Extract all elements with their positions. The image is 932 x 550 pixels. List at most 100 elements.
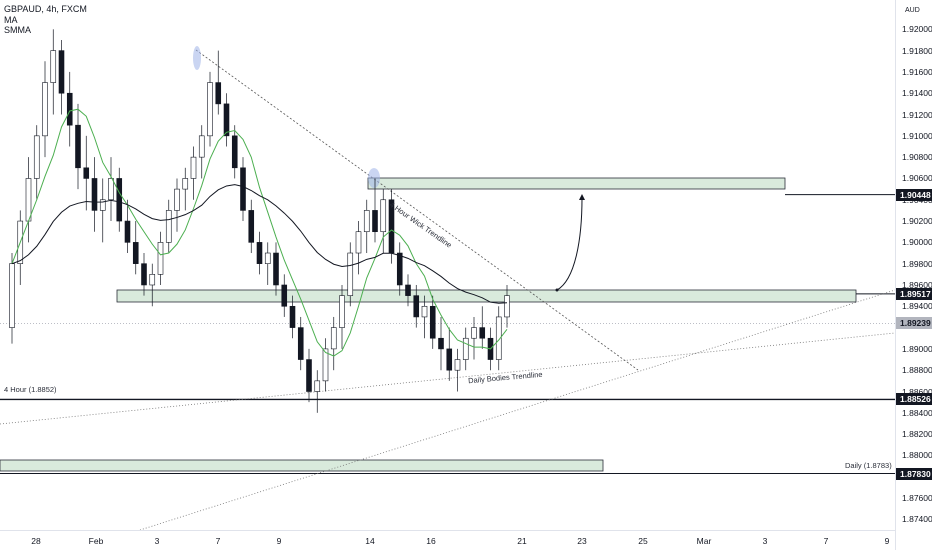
candle-body (322, 348, 329, 382)
candle-body (297, 327, 304, 360)
candle-body (99, 199, 106, 211)
candle-body (405, 284, 411, 296)
candle-body (198, 135, 205, 158)
candle-body (330, 327, 337, 350)
price-tick-label: 1.90200 (902, 216, 932, 227)
candle-body (438, 337, 444, 350)
candle-body (174, 188, 180, 211)
candle-body (347, 252, 354, 296)
price-level-tag: 1.89517 (896, 287, 932, 300)
wick-highlight-right (368, 168, 380, 188)
candle-body (190, 156, 197, 179)
candle-body (58, 50, 65, 94)
time-tick-label: 7 (215, 536, 221, 546)
candle-body (289, 305, 296, 328)
candle-body (9, 263, 15, 328)
ma-line (11, 108, 508, 357)
candle-body (256, 242, 263, 264)
price-level-tag: 1.89239 (896, 317, 932, 330)
price-tick-label: 1.88000 (902, 450, 932, 461)
candle-body (50, 50, 57, 83)
price-level-tag: 1.87830 (896, 467, 932, 480)
price-tick-label: 1.91400 (902, 88, 932, 99)
projection-arrow-head (579, 194, 585, 200)
price-tick-label: 1.89800 (902, 258, 932, 269)
chart-legend[interactable]: GBPAUD, 4h, FXCM MA SMMA (4, 4, 87, 36)
price-tick-label: 1.89400 (902, 301, 932, 312)
symbol-title[interactable]: GBPAUD, 4h, FXCM (4, 4, 87, 14)
wick-highlight-left (193, 46, 201, 70)
price-tick-label: 1.88800 (902, 365, 932, 376)
candle-body (380, 199, 387, 233)
price-tick-label: 1.89600 (902, 279, 932, 290)
price-tick-label: 1.90800 (902, 152, 932, 163)
price-tick-label: 1.90000 (902, 237, 932, 248)
price-tick-label: 1.91000 (902, 130, 932, 141)
rising-support-trendline (139, 289, 896, 531)
supply-zone-upper (367, 177, 786, 190)
candle-body (479, 327, 486, 339)
candle-body (132, 242, 139, 264)
four-hour-level-label: 4 Hour (1.8852) (4, 385, 57, 394)
price-tick-label: 1.91800 (902, 45, 932, 56)
candle-body (314, 380, 321, 392)
candle-body (429, 305, 436, 339)
candle-body (306, 359, 312, 392)
demand-zone-middle (116, 289, 857, 303)
price-axis-divider (895, 0, 896, 550)
candle-body (91, 178, 98, 211)
candle-body (372, 210, 378, 233)
price-tick-label: 1.90600 (902, 173, 932, 184)
candle-body (25, 178, 32, 222)
candle-body (124, 220, 131, 243)
candle-body (231, 135, 238, 169)
time-tick-label: 16 (426, 536, 436, 546)
indicator-smma-label[interactable]: SMMA (4, 25, 31, 35)
time-tick-label: Mar (696, 536, 712, 546)
daily-level-label: Daily (1.8783) (845, 461, 892, 470)
candle-body (215, 82, 222, 105)
four-hour-wick-trendline (195, 49, 639, 371)
projection-arrow-path (556, 197, 583, 291)
candle-body (446, 348, 453, 371)
price-tick-label: 1.87400 (902, 514, 932, 525)
time-tick-label: 3 (762, 536, 768, 546)
candle-body (157, 242, 164, 275)
candle-body (75, 124, 81, 169)
daily-zone-lower (0, 459, 604, 472)
candle-body (248, 210, 255, 243)
candle-body (116, 178, 123, 222)
time-tick-label: 14 (365, 536, 375, 546)
candle-body (281, 284, 288, 307)
time-tick-label: 9 (276, 536, 282, 546)
price-level-tag: 1.88526 (896, 393, 932, 406)
candle-body (207, 82, 213, 137)
candle-body (355, 231, 362, 254)
time-tick-label: 7 (823, 536, 829, 546)
candle-body (33, 135, 40, 179)
daily-bodies-trendline (0, 332, 896, 425)
candle-body (223, 103, 230, 137)
candle-body (149, 274, 156, 286)
time-tick-label: 28 (31, 536, 41, 546)
candle-body (66, 92, 73, 126)
candle-body (240, 167, 246, 211)
candle-body (273, 252, 279, 286)
price-tick-label: 1.91200 (902, 109, 932, 120)
smma-line (11, 184, 508, 304)
time-tick-label: 21 (517, 536, 527, 546)
price-level-tag: 1.90448 (896, 188, 932, 201)
currency-label: AUD (905, 7, 920, 14)
price-tick-label: 1.92000 (902, 24, 932, 35)
time-tick-label: 23 (577, 536, 587, 546)
candle-body (396, 252, 403, 286)
price-tick-label: 1.88400 (902, 407, 932, 418)
time-tick-label: Feb (88, 536, 104, 546)
candle-body (471, 327, 477, 339)
price-tick-label: 1.91600 (902, 66, 932, 77)
indicator-ma-label[interactable]: MA (4, 14, 18, 25)
candle-body (421, 305, 428, 318)
candle-body (141, 263, 147, 286)
